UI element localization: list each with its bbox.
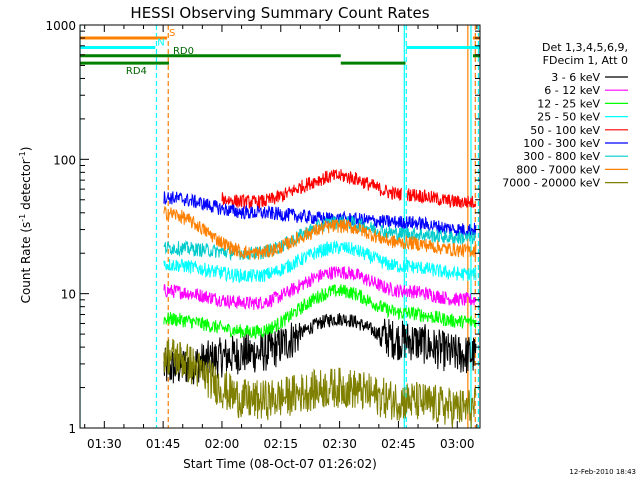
series-line-4: [221, 168, 477, 209]
legend-header-0: Det 1,3,4,5,6,9,: [542, 41, 628, 54]
series-line-8: [163, 338, 477, 428]
flag-label-rd0: RD0: [173, 46, 194, 57]
y-tick-label-2: 100: [53, 153, 76, 167]
y-tick-label-0: 1: [68, 422, 76, 436]
series-line-3: [163, 239, 477, 284]
legend-label-4: 50 - 100 keV: [530, 124, 600, 137]
flag-label-s: S: [169, 28, 175, 39]
y-tick-label-3: 1000: [45, 19, 76, 33]
series-line-1: [163, 266, 477, 310]
y-axis-label: Count Rate (s-1 detector-1): [18, 147, 33, 304]
flag-label-rd4: RD4: [126, 66, 147, 77]
legend-label-0: 3 - 6 keV: [551, 71, 600, 84]
y-tick-label-1: 10: [61, 288, 76, 302]
series-line-0: [163, 312, 477, 385]
legend-label-2: 12 - 25 keV: [537, 97, 600, 110]
x-tick-label-0: 01:30: [87, 437, 122, 451]
series-line-2: [163, 284, 477, 339]
chart-title: HESSI Observing Summary Count Rates: [130, 4, 429, 22]
x-axis: 01:30 01:45 02:00 02:15 02:30 02:45 03:00: [84, 25, 478, 451]
legend-header-1: FDecim 1, Att 0: [543, 54, 628, 67]
x-tick-label-4: 02:30: [322, 437, 357, 451]
x-tick-label-3: 02:15: [263, 437, 298, 451]
legend-label-3: 25 - 50 keV: [537, 111, 600, 124]
legend: Det 1,3,4,5,6,9,FDecim 1, Att 0 3 - 6 keV…: [502, 41, 628, 190]
legend-label-7: 800 - 7000 keV: [516, 163, 600, 176]
flag-label-n: N: [157, 37, 164, 48]
series-line-5: [163, 191, 477, 237]
footer-timestamp: 12-Feb-2010 18:43: [569, 468, 636, 476]
x-tick-label-5: 02:45: [381, 437, 416, 451]
legend-label-8: 7000 - 20000 keV: [502, 177, 600, 190]
y-axis: 1 10 100 1000: [45, 19, 480, 436]
plot-frame: [79, 24, 481, 429]
x-axis-label: Start Time (08-Oct-07 01:26:02): [183, 457, 377, 471]
legend-label-5: 100 - 300 keV: [523, 137, 600, 150]
x-tick-label-2: 02:00: [205, 437, 240, 451]
legend-label-1: 6 - 12 keV: [544, 84, 600, 97]
series-line-7: [163, 206, 477, 260]
legend-label-6: 300 - 800 keV: [523, 150, 600, 163]
x-tick-label-6: 03:00: [440, 437, 475, 451]
x-tick-label-1: 01:45: [146, 437, 181, 451]
